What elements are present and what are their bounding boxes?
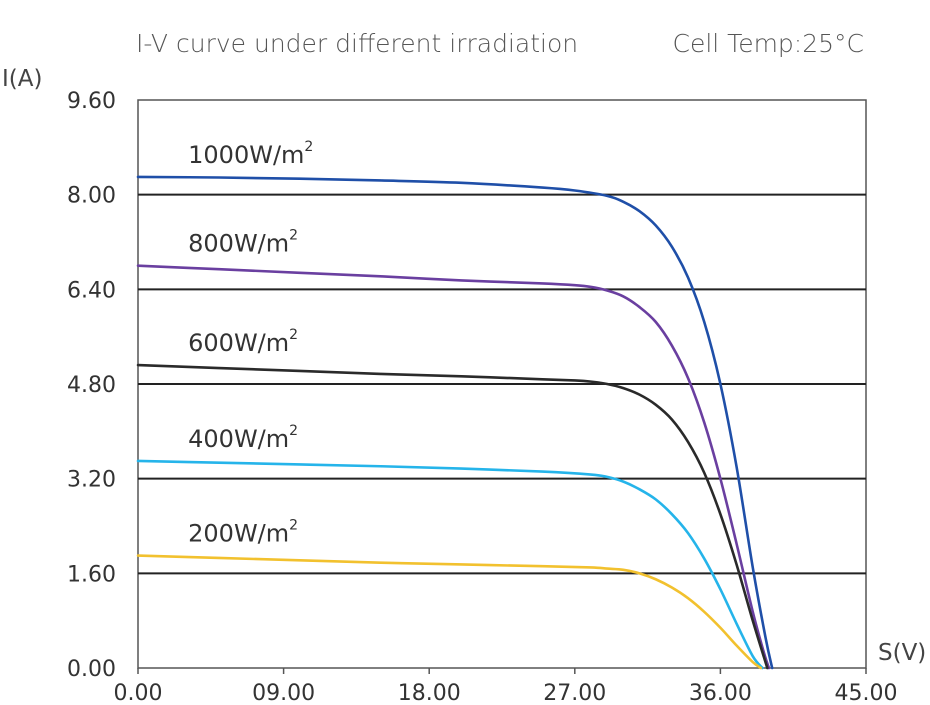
y-axis-label: I(A): [2, 66, 42, 92]
cell-temp-annotation: Cell Temp:25°C: [673, 29, 865, 58]
x-axis-label: S(V): [878, 640, 926, 666]
series-label-1: 800W/m2: [188, 228, 298, 258]
x-tick-label: 0.00: [114, 681, 163, 705]
series-label-sup: 2: [289, 228, 298, 244]
x-tick-label: 36.00: [689, 681, 752, 705]
y-tick-label: 6.40: [67, 278, 116, 303]
series-label-text: 400W/m: [188, 425, 289, 453]
y-tick-label: 1.60: [67, 562, 116, 587]
series-line-0: [136, 175, 774, 670]
chart-title: I-V curve under different irradiation: [136, 29, 578, 58]
y-tick-label: 3.20: [67, 468, 116, 493]
y-tick-label: 0.00: [67, 657, 116, 682]
x-tick-label: 45.00: [835, 681, 898, 705]
series-label-sup: 2: [304, 139, 313, 155]
series-label-4: 200W/m2: [188, 518, 298, 548]
series-label-text: 600W/m: [188, 329, 289, 357]
series-label-sup: 2: [289, 423, 298, 439]
x-tick-label: 09.00: [252, 681, 315, 705]
series-line-1: [136, 264, 771, 670]
series-label-sup: 2: [289, 327, 298, 343]
series-label-text: 800W/m: [188, 230, 289, 258]
series-line-4: [136, 554, 763, 670]
y-tick-label: 4.80: [67, 373, 116, 398]
series-label-3: 400W/m2: [188, 423, 298, 453]
y-tick-label: 9.60: [67, 89, 116, 114]
series-label-2: 600W/m2: [188, 327, 298, 357]
x-tick-label: 18.00: [398, 681, 461, 705]
y-tick-label: 8.00: [67, 184, 116, 209]
series-line-3: [136, 459, 764, 670]
series-label-0: 1000W/m2: [188, 139, 313, 169]
series-line-2: [136, 363, 769, 670]
x-tick-label: 27.00: [543, 681, 606, 705]
series-label-sup: 2: [289, 518, 298, 534]
series-label-text: 200W/m: [188, 520, 289, 548]
series-label-text: 1000W/m: [188, 141, 304, 169]
